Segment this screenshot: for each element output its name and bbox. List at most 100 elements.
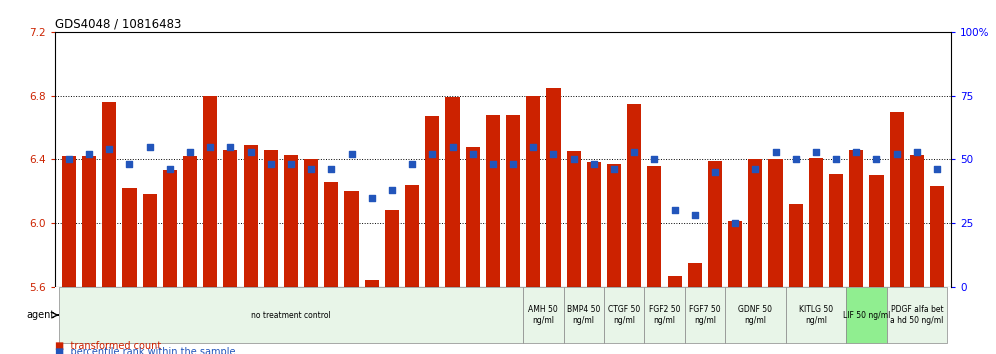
Text: KITLG 50
ng/ml: KITLG 50 ng/ml [799, 305, 833, 325]
Point [344, 152, 360, 157]
Bar [587, 162, 601, 287]
Bar [930, 186, 944, 287]
Point [283, 161, 299, 167]
Bar [870, 175, 883, 287]
Bar [123, 188, 136, 287]
Bar [786, 287, 847, 343]
Point [465, 152, 481, 157]
Text: LIF 50 ng/ml: LIF 50 ng/ml [843, 310, 890, 320]
Bar [405, 185, 419, 287]
Point [444, 144, 460, 149]
Point [162, 167, 178, 172]
Point [586, 161, 602, 167]
Bar [486, 115, 500, 287]
Point [546, 152, 562, 157]
Bar [264, 150, 278, 287]
Point [828, 156, 844, 162]
Bar [365, 280, 378, 287]
Point [364, 195, 379, 200]
Text: AMH 50
ng/ml: AMH 50 ng/ml [529, 305, 558, 325]
Text: ■  transformed count: ■ transformed count [55, 341, 161, 351]
Text: PDGF alfa bet
a hd 50 ng/ml: PDGF alfa bet a hd 50 ng/ml [890, 305, 943, 325]
Bar [769, 159, 783, 287]
Point [727, 220, 743, 226]
Bar [708, 161, 722, 287]
Bar [567, 152, 581, 287]
Point [102, 146, 118, 152]
Bar [886, 287, 947, 343]
Point [929, 167, 945, 172]
Bar [445, 97, 459, 287]
Point [222, 144, 238, 149]
Text: GDNF 50
ng/ml: GDNF 50 ng/ml [738, 305, 772, 325]
Point [61, 156, 77, 162]
Bar [203, 96, 217, 287]
Bar [687, 263, 702, 287]
Point [182, 149, 198, 154]
Bar [789, 204, 803, 287]
Point [384, 187, 400, 193]
Text: agent: agent [27, 310, 55, 320]
Text: ■  percentile rank within the sample: ■ percentile rank within the sample [55, 347, 235, 354]
Bar [304, 159, 319, 287]
Point [404, 161, 420, 167]
Bar [103, 102, 117, 287]
Bar [506, 115, 520, 287]
Bar [607, 164, 622, 287]
Bar [325, 182, 339, 287]
Bar [384, 210, 399, 287]
Point [646, 156, 662, 162]
Bar [345, 191, 359, 287]
Point [566, 156, 582, 162]
Point [485, 161, 501, 167]
Bar [244, 145, 258, 287]
Text: CTGF 50
ng/ml: CTGF 50 ng/ml [608, 305, 640, 325]
Bar [564, 287, 604, 343]
Point [888, 152, 904, 157]
Bar [909, 155, 924, 287]
Bar [850, 150, 864, 287]
Point [303, 167, 319, 172]
Point [263, 161, 279, 167]
Bar [465, 147, 480, 287]
Text: BMP4 50
ng/ml: BMP4 50 ng/ml [567, 305, 601, 325]
Bar [82, 156, 97, 287]
Bar [725, 287, 786, 343]
Bar [425, 116, 439, 287]
Point [505, 161, 521, 167]
Point [525, 144, 541, 149]
Bar [847, 287, 886, 343]
Bar [644, 287, 684, 343]
Point [122, 161, 137, 167]
Text: FGF7 50
ng/ml: FGF7 50 ng/ml [689, 305, 721, 325]
Bar [162, 170, 177, 287]
Point [909, 149, 925, 154]
Point [606, 167, 622, 172]
Bar [59, 287, 523, 343]
Point [424, 152, 440, 157]
Point [324, 167, 340, 172]
Point [202, 144, 218, 149]
Point [768, 149, 784, 154]
Point [687, 212, 703, 218]
Text: FGF2 50
ng/ml: FGF2 50 ng/ml [648, 305, 680, 325]
Point [666, 207, 682, 213]
Point [849, 149, 865, 154]
Bar [604, 287, 644, 343]
Bar [62, 156, 76, 287]
Bar [647, 166, 661, 287]
Bar [547, 88, 561, 287]
Bar [667, 275, 681, 287]
Bar [223, 150, 237, 287]
Bar [684, 287, 725, 343]
Text: GDS4048 / 10816483: GDS4048 / 10816483 [55, 18, 181, 31]
Bar [523, 287, 564, 343]
Point [788, 156, 804, 162]
Point [808, 149, 824, 154]
Bar [889, 112, 903, 287]
Point [243, 149, 259, 154]
Point [747, 167, 763, 172]
Point [869, 156, 884, 162]
Point [141, 144, 157, 149]
Bar [748, 159, 762, 287]
